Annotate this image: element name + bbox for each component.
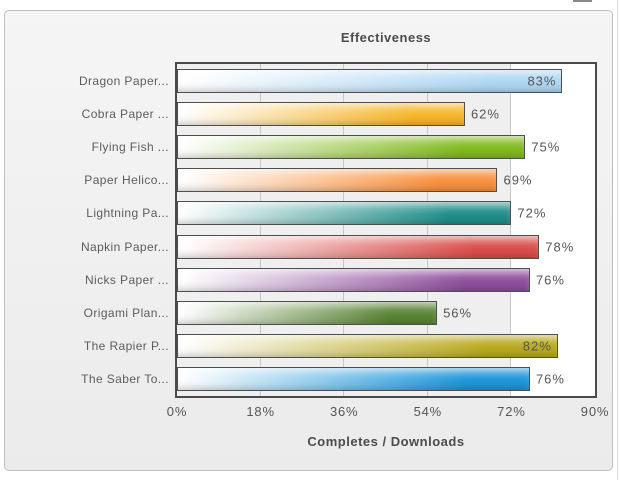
plot-area: 83% 62% 75% 69% 72% 78% 76% 56% 82% 76% [175,62,597,398]
value-label: 76% [535,272,565,288]
bar-8[interactable] [177,301,438,325]
bar-9[interactable] [177,334,558,359]
gridline [259,64,261,396]
bar-6[interactable] [177,234,540,259]
value-label: 82% [522,338,552,354]
bar-4[interactable] [177,168,498,193]
value-label: 69% [503,172,533,188]
value-label: 72% [517,205,547,221]
value-label: 76% [535,371,565,387]
top-edge-artifact [573,0,592,2]
value-label: 56% [443,305,473,321]
bar-2[interactable] [177,101,465,126]
value-label: 62% [470,106,500,122]
category-label: Dragon Paper... [78,73,169,88]
x-tick-label: 54% [413,404,443,419]
chart-title: Effectiveness [340,30,432,45]
x-axis-title: Completes / Downloads [307,434,465,449]
category-labels: Dragon Paper... Cobra Paper ... Flying Fis… [5,64,169,396]
category-label: Flying Fish ... [91,140,169,154]
bar-10[interactable] [177,367,530,392]
category-label: Origami Plan... [83,306,169,320]
x-tick-label: 72% [497,404,526,419]
chart-panel: Effectiveness Dragon Paper... Cobra Paper… [4,10,613,471]
category-label: Nicks Paper ... [84,272,169,287]
bar-5[interactable] [177,201,512,226]
value-label: 78% [545,239,575,255]
gridline [426,64,428,396]
bar-3[interactable] [177,135,526,159]
category-label: Paper Helico... [84,173,169,188]
bar-1[interactable] [177,68,563,93]
x-tick-label: 36% [329,404,359,419]
category-label: The Saber To... [81,372,169,387]
value-label: 83% [527,73,557,89]
category-label: Napkin Paper... [80,239,169,254]
category-label: Cobra Paper ... [81,106,169,121]
gridline [343,64,345,396]
x-tick-label: 0% [166,404,188,419]
category-label: Lightning Pa... [86,206,169,221]
x-tick-label: 90% [580,404,610,419]
bar-7[interactable] [177,267,530,292]
page-edge-line [617,0,618,480]
x-ticks: 0% 18% 36% 54% 72% 90% [167,404,609,420]
x-tick-label: 18% [246,404,275,419]
category-label: The Rapier P... [83,339,169,354]
value-label: 75% [531,139,561,155]
gridline [510,64,512,396]
